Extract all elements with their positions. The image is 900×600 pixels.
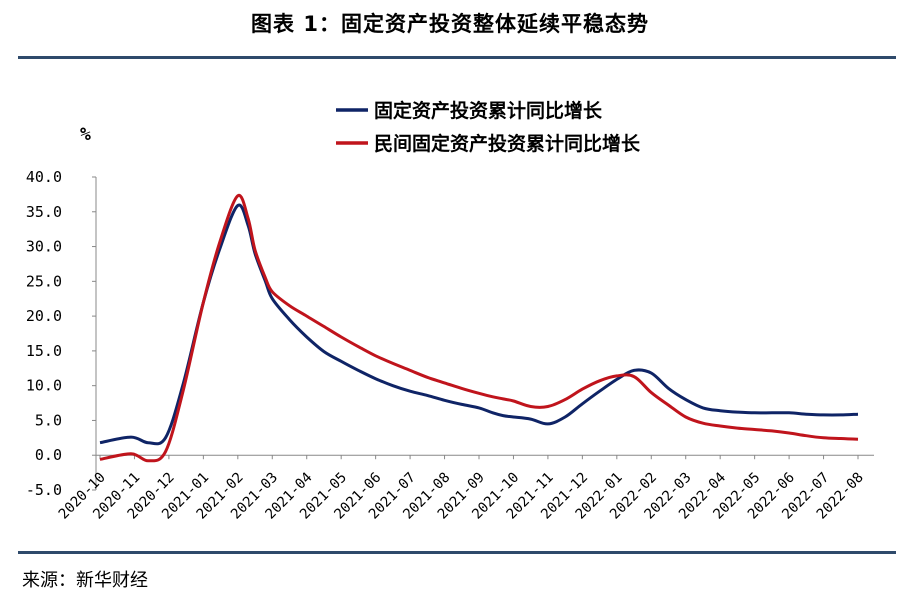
series-line-1 — [99, 203, 859, 446]
series-line-2 — [99, 193, 859, 463]
y-tick-label: 15.0 — [26, 342, 62, 360]
y-axis: -5.0 0.0 5.0 10.0 15.0 20.0 25.0 30.0 35.0 40.0 — [26, 168, 97, 499]
y-axis-label: % — [80, 124, 91, 145]
y-tick-label: 10.0 — [26, 377, 62, 395]
y-tick-label: 20.0 — [26, 307, 62, 325]
y-tick-label: 40.0 — [26, 168, 62, 186]
top-rule — [18, 56, 896, 59]
y-tick-label: 25.0 — [26, 272, 62, 290]
y-tick-label: 30.0 — [26, 238, 62, 256]
bottom-rule — [18, 551, 896, 554]
legend: 固定资产投资累计同比增长 民间固定资产投资累计同比增长 — [336, 99, 641, 155]
x-axis: 2020-102020-112020-122021-012021-022021-… — [56, 454, 874, 523]
y-tick-label: -5.0 — [26, 481, 62, 499]
y-tick-label: 5.0 — [35, 411, 62, 429]
legend-label-series-1: 固定资产投资累计同比增长 — [374, 99, 603, 122]
series-lines — [99, 193, 859, 463]
legend-label-series-2: 民间固定资产投资累计同比增长 — [374, 132, 641, 155]
source-note: 来源：新华财经 — [22, 570, 148, 591]
figure-title: 图表 1：固定资产投资整体延续平稳态势 — [251, 12, 649, 36]
y-tick-label: 35.0 — [26, 203, 62, 221]
y-tick-label: 0.0 — [35, 446, 62, 464]
